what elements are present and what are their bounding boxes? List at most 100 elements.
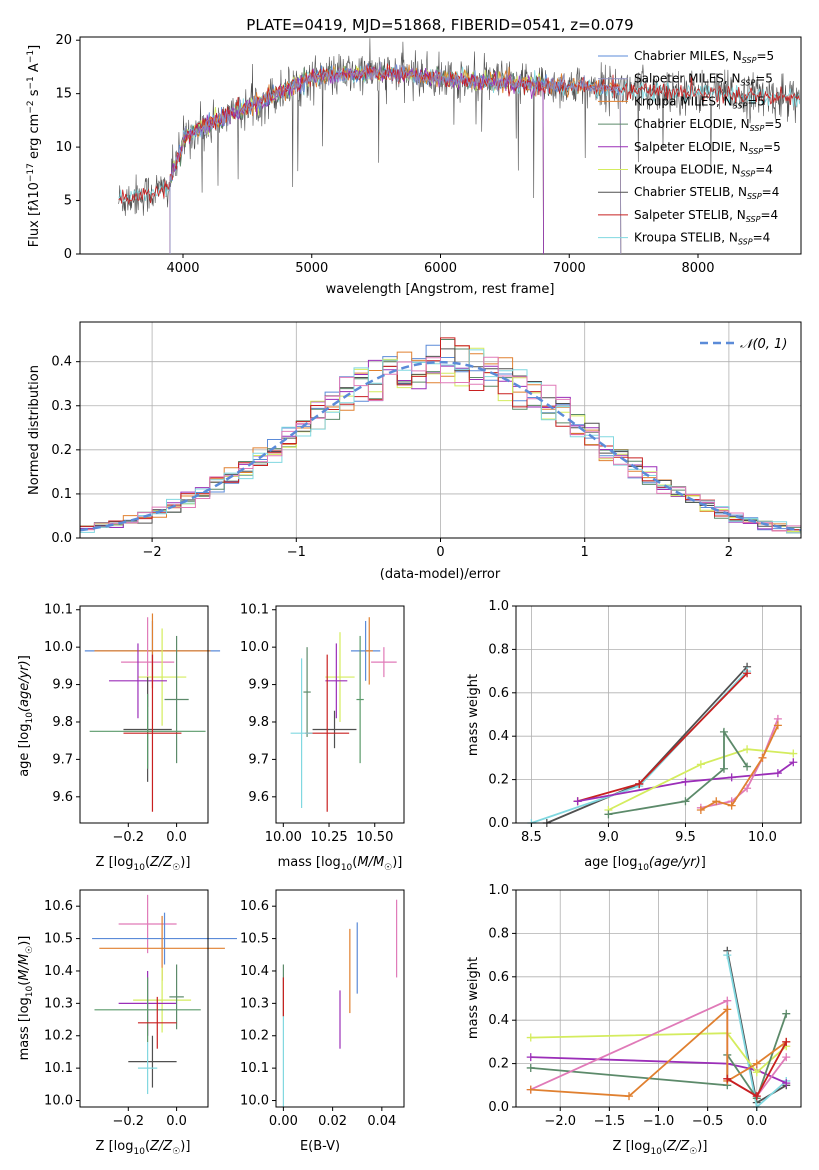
mass-vs-EBV-panel: 0.00 0.02 0.04 10.0 10.1 10.2 10.3 10.4 10.5 10.6	[240, 889, 405, 1129]
mwZ-y-label: mass weight	[466, 957, 481, 1039]
y-tick-label: 10.0	[240, 1094, 269, 1109]
x-tick-label: −2.0	[544, 1114, 576, 1129]
y-tick-label: 0.8	[488, 642, 509, 657]
y-tick-label: 9.7	[248, 752, 269, 767]
ageM-x-label: mass [log10(M/M☉)]	[278, 855, 403, 873]
y-tick-label: 10.2	[44, 1029, 73, 1044]
y-tick-label: 10.0	[44, 1094, 73, 1109]
spectrum-series-line	[169, 61, 622, 255]
x-tick-label: 0.0	[746, 1114, 767, 1129]
y-tick-label: 10	[55, 140, 72, 155]
y-tick-label: 9.7	[52, 752, 73, 767]
mass-weight-line	[700, 725, 779, 811]
x-tick-label: −0.5	[692, 1114, 724, 1129]
mass-weight-line	[530, 1032, 787, 1074]
legend-label: Kroupa ELODIE, NSSP=4	[634, 163, 773, 179]
legend-subscript: SSP	[733, 101, 748, 110]
x-tick-label: −0.2	[113, 1114, 145, 1129]
x-tick-label: 1	[581, 545, 589, 560]
mass-weight-point	[696, 805, 705, 814]
mass-weight-point	[712, 797, 721, 806]
legend-value: =5	[764, 117, 782, 131]
mass-weight-point	[526, 1063, 535, 1072]
x-tick-label: 6000	[424, 261, 457, 276]
y-tick-label: 9.9	[52, 678, 73, 693]
x-tick-label: 10.50	[356, 830, 393, 845]
ageZ-y-label: age [log10(age/yr)]	[17, 655, 35, 777]
mass-weight-line	[530, 1007, 787, 1098]
x-tick-label: 0.0	[166, 1114, 187, 1129]
x-tick-label: 9.5	[675, 830, 696, 845]
mass-weight-point	[782, 1053, 791, 1062]
y-tick-label: 0.4	[488, 1013, 509, 1028]
x-tick-label: 9.0	[598, 830, 619, 845]
legend-subscript: SSP	[750, 124, 765, 133]
residuals-panel: −2 −1 0 1 2 0.0 0.1 0.2 0.3 0.4 𝒩(0, 1) (data-mo…	[27, 321, 802, 582]
x-tick-label: −2	[143, 545, 162, 560]
residuals-histograms	[80, 337, 801, 534]
y-tick-label: 0.2	[488, 1057, 509, 1072]
panel-frame	[275, 889, 405, 1108]
mass-weight-point	[782, 1079, 791, 1088]
normal-reference-curve	[79, 360, 802, 532]
spectrum-series-line	[118, 63, 800, 205]
x-tick-label: −0.2	[113, 830, 145, 845]
y-tick-label: 0.3	[51, 399, 72, 414]
y-tick-label: 10.3	[44, 996, 73, 1011]
mass-weight-vs-age-panel: 8.5 9.0 9.5 10.0 0.0 0.2 0.4 0.6 0.8 1.0	[488, 599, 802, 845]
legend-label: Salpeter ELODIE, NSSP=5	[634, 140, 781, 156]
ageZ-x-label: Z [log10(Z/Z☉)]	[96, 855, 191, 873]
x-tick-label: −1.5	[594, 1114, 626, 1129]
legend-label: Chabrier MILES, NSSP=5	[634, 49, 774, 65]
mass-weight-line	[531, 670, 748, 824]
mass-vs-Z-panel: −0.2 0.0 10.0 10.1 10.2 10.3 10.4 10.5 10.6	[44, 889, 237, 1129]
spectrum-lines	[118, 38, 800, 255]
y-tick-label: 10.3	[240, 996, 269, 1011]
residuals-x-ticks: −2 −1 0 1 2	[143, 538, 733, 560]
mass-weight-point	[782, 1037, 791, 1046]
mwAge-x-label: age [log10(age/yr)]	[584, 855, 706, 873]
legend-subscript: SSP	[742, 56, 757, 65]
legend-subscript: SSP	[746, 215, 761, 224]
panel-frame	[79, 889, 209, 1108]
mass-weight-point	[681, 777, 690, 786]
y-tick-label: 0.4	[488, 729, 509, 744]
y-tick-label: 0	[64, 247, 72, 262]
x-tick-label: 8.5	[521, 830, 542, 845]
x-tick-label: 0.02	[318, 1114, 347, 1129]
mass-weight-point	[727, 801, 736, 810]
legend-label: Kroupa MILES, NSSP=5	[634, 94, 765, 110]
x-tick-label: 7000	[553, 261, 586, 276]
massZ-y-label: mass [log10(M/M☉)]	[17, 936, 35, 1061]
y-tick-label: 10.0	[44, 640, 73, 655]
figure-title: PLATE=0419, MJD=51868, FIBERID=0541, z=0…	[246, 16, 633, 34]
legend-label: Kroupa STELIB, NSSP=4	[634, 231, 770, 247]
age-vs-mass-panel: 10.00 10.25 10.50 9.6 9.7 9.8 9.9 10.0 10.1	[240, 603, 405, 845]
spectrum-series-line	[169, 66, 544, 255]
y-tick-label: 10.1	[44, 1061, 73, 1076]
y-tick-label: 0.6	[488, 686, 509, 701]
mass-weight-point	[789, 758, 798, 767]
y-tick-label: 0.6	[488, 970, 509, 985]
legend-value: =4	[760, 208, 778, 222]
y-tick-label: 0.4	[51, 355, 72, 370]
y-tick-label: 10.1	[44, 603, 73, 618]
mass-weight-point	[719, 727, 728, 736]
mass-weight-point	[752, 1092, 761, 1101]
mass-weight-point	[773, 769, 782, 778]
mass-weight-point	[743, 762, 752, 771]
legend-subscript: SSP	[747, 192, 762, 201]
age-vs-Z-panel: −0.2 0.0 9.6 9.7 9.8 9.9 10.0 10.1	[44, 603, 221, 845]
spectrum-x-label: wavelength [Angstrom, rest frame]	[326, 282, 555, 297]
mass-weight-point	[723, 1074, 732, 1083]
mass-weight-point	[743, 784, 752, 793]
y-tick-label: 9.6	[52, 790, 73, 805]
y-tick-label: 5	[64, 194, 72, 209]
mass-weight-point	[782, 1009, 791, 1018]
x-tick-label: 10.25	[310, 830, 347, 845]
mass-weight-point	[789, 749, 798, 758]
y-tick-label: 0.0	[51, 531, 72, 546]
panel-frame	[275, 605, 405, 824]
legend-subscript: SSP	[741, 170, 756, 179]
